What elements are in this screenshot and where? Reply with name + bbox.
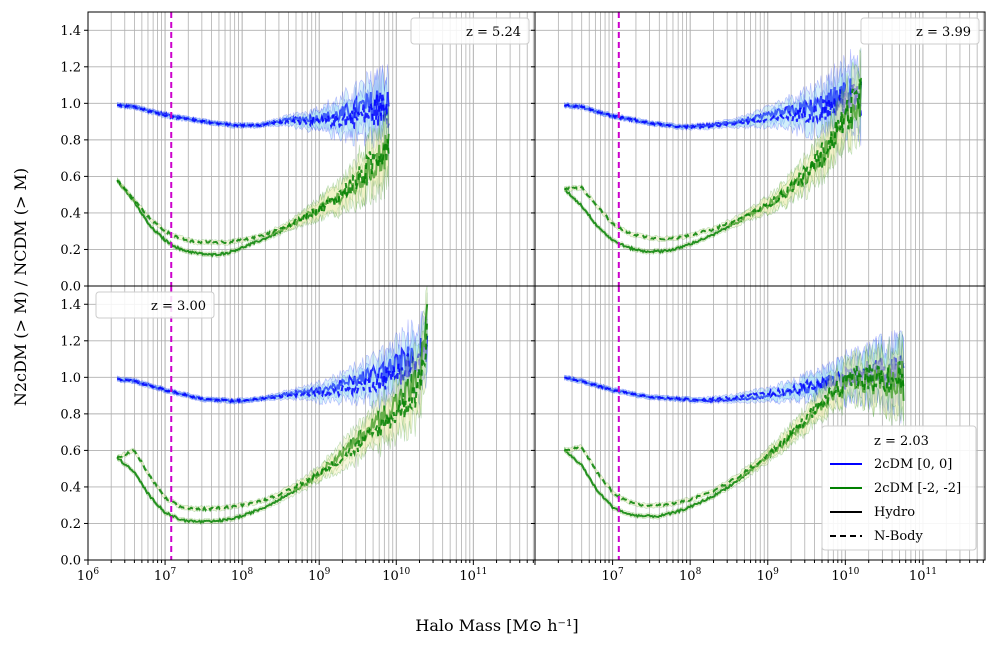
legend-z-label: z = 5.24 (466, 25, 521, 40)
y-tick-label: 0.2 (60, 517, 81, 532)
error-band (116, 111, 389, 246)
axis-labels: Halo Mass [M⊙ h⁻¹] N2cDM (> M) / NCDM (>… (11, 168, 579, 635)
legend-z-label: z = 3.99 (916, 25, 971, 40)
x-tick-label: 107 (154, 567, 177, 584)
error-band (116, 286, 428, 526)
series-line-blue-nbody (117, 92, 390, 130)
x-tick-label: 108 (231, 567, 254, 584)
x-tick-label: 107 (601, 567, 624, 584)
y-tick-label: 0.8 (60, 133, 81, 148)
y-tick-label: 1.4 (60, 298, 81, 313)
y-tick-label: 0.4 (60, 480, 81, 495)
x-axis-label: Halo Mass [M⊙ h⁻¹] (415, 616, 578, 635)
legend-box (410, 17, 530, 45)
panel-plot-area (535, 12, 985, 286)
y-tick-label: 1.0 (60, 371, 81, 386)
x-tick-label: 108 (679, 567, 702, 584)
series-line-blue-nbody (117, 341, 429, 404)
y-tick-label: 0.6 (60, 444, 81, 459)
y-tick-label: 0.8 (60, 407, 81, 422)
series-line-green-nbody (116, 319, 429, 512)
error-band (564, 49, 862, 242)
series-line-green-nbody (116, 138, 390, 245)
error-band (116, 311, 428, 410)
panel-1: 0.0 0.2 0.4 0.6 0.8 1.0 1.2 1.4 z = 5.24 (60, 11, 536, 295)
y-tick-label: 0.0 (60, 554, 81, 569)
error-band (116, 104, 389, 259)
panel-plot-area (88, 286, 535, 560)
series-line-blue-hydro (564, 355, 905, 403)
panel-plot-area (88, 12, 535, 286)
legend-entry-label: 2cDM [0, 0] (874, 457, 952, 472)
legend-entry-label: N-Body (874, 529, 923, 544)
legend-z-label: z = 3.00 (151, 299, 206, 314)
panel-3: 0.0 0.2 0.4 0.6 0.8 1.0 1.2 1.4 106 107 108 109 1010… (60, 285, 536, 584)
legend-z-label: z = 2.03 (874, 434, 929, 449)
series-line-green-hydro (116, 304, 429, 524)
y-tick-label: 0.2 (60, 243, 81, 258)
x-tick-label: 1011 (459, 567, 487, 584)
legend-entry-label: Hydro (874, 505, 915, 520)
error-band (564, 332, 904, 509)
series-line-green-nbody (564, 361, 905, 508)
y-tick-label: 1.2 (60, 334, 81, 349)
panel-plot-area (535, 286, 985, 560)
legend-box (860, 17, 980, 45)
y-axis-label: N2cDM (> M) / NCDM (> M) (11, 168, 30, 406)
y-tick-label: 1.2 (60, 60, 81, 75)
x-tick-label: 1010 (831, 567, 859, 584)
legend-box (95, 291, 215, 319)
error-band (564, 54, 862, 146)
x-tick-label: 1011 (909, 567, 937, 584)
y-tick-label: 0.4 (60, 206, 81, 221)
panels-group: 0.0 0.2 0.4 0.6 0.8 1.0 1.2 1.4 z = 5.24 z = 3.99… (60, 11, 986, 584)
error-band (116, 64, 389, 152)
legend-box (821, 425, 977, 551)
y-tick-label: 0.6 (60, 170, 81, 185)
error-band (116, 64, 389, 157)
y-tick-label: 0.0 (60, 280, 81, 295)
series-line-blue-nbody (563, 83, 862, 130)
panel-2: z = 3.99 (531, 11, 986, 287)
x-tick-label: 106 (77, 567, 100, 584)
y-tick-label: 1.0 (60, 97, 81, 112)
series-line-green-nbody (564, 79, 862, 241)
x-tick-label: 109 (308, 567, 331, 584)
panel-4: 107 108 109 1010 1011 z = 2.03 2cDM [0, 0] 2cDM… (531, 285, 986, 584)
x-tick-label: 1010 (382, 567, 410, 584)
y-tick-label: 1.4 (60, 24, 81, 39)
x-tick-label: 109 (757, 567, 780, 584)
legend-entry-label: 2cDM [-2, -2] (874, 481, 961, 496)
